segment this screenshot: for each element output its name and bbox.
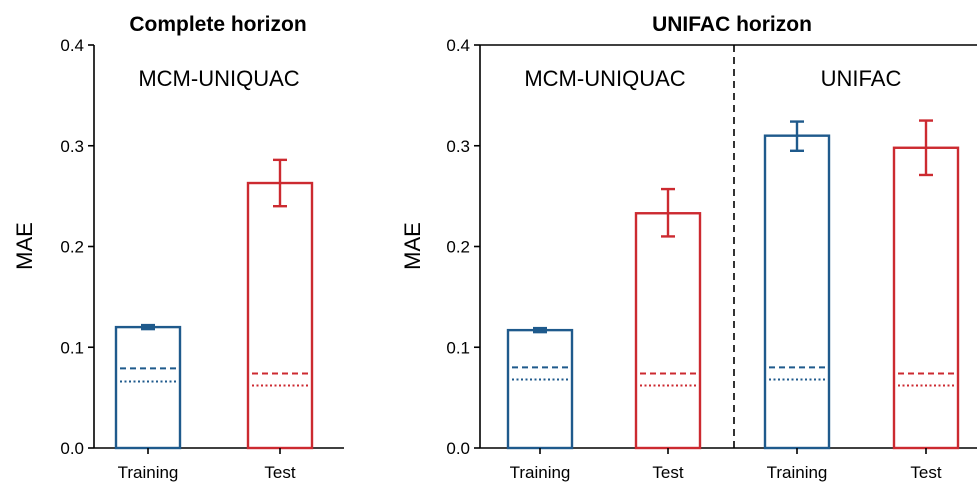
- panel-2-x-tick-label: Test: [652, 463, 683, 482]
- panel-1-plot: 0.0 0.1 0.2 0.3 0.4 Training Test MCM-UNIQUAC: [60, 36, 344, 482]
- panel-2-bar: [892, 146, 960, 450]
- panel-2-y-tick-label: 0.0: [446, 439, 470, 458]
- panel-2-y-tick-label: 0.1: [446, 338, 470, 357]
- panel-1-y-tick-label: 0.3: [60, 137, 84, 156]
- panel-2-bar: [763, 134, 831, 450]
- panel-2-title: UNIFAC horizon: [652, 13, 812, 36]
- panel-2-y-tick-label: 0.2: [446, 238, 470, 257]
- panel-2-bar: [634, 212, 702, 450]
- panel-1-x-tick-label: Test: [264, 463, 295, 482]
- panel-2-region-label: UNIFAC: [821, 66, 902, 91]
- panel-2-y-tick-label: 0.4: [446, 36, 470, 55]
- panel-1-bar: [246, 181, 314, 450]
- panel-2-y-tick-label: 0.3: [446, 137, 470, 156]
- panel-2-x-tick-label: Training: [767, 463, 828, 482]
- panel-1-y-tick-label: 0.2: [60, 238, 84, 257]
- panel-1-y-tick-label: 0.1: [60, 338, 84, 357]
- panel-2-x-tick-label: Test: [910, 463, 941, 482]
- panel-1-bar: [114, 325, 182, 450]
- panel-1-x-tick-label: Training: [118, 463, 179, 482]
- panel-2-plot: 0.0 0.1 0.2 0.3 0.4 Training Test Training Test M…: [446, 36, 977, 482]
- panel-1-y-tick-label: 0.0: [60, 439, 84, 458]
- panel-2-bar: [506, 328, 574, 450]
- panel-2-x-tick-label: Training: [510, 463, 571, 482]
- panel-2-region-label: MCM-UNIQUAC: [524, 66, 685, 91]
- panel-1-y-tick-label: 0.4: [60, 36, 84, 55]
- panel-1-title: Complete horizon: [129, 13, 306, 36]
- panel-1-y-axis-label: MAE: [12, 222, 37, 270]
- panel-1-region-label: MCM-UNIQUAC: [138, 66, 299, 91]
- panel-2-y-axis-label: MAE: [400, 222, 425, 270]
